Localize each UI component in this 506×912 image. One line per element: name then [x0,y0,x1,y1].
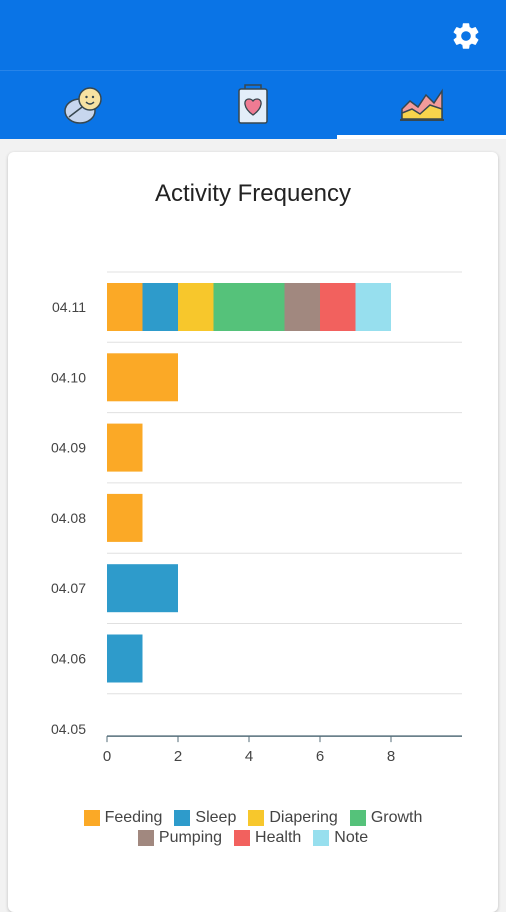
activity-frequency-chart: 04.11 04.10 04.09 04.08 04.07 04.06 04.05 0 2 4 6 8 [51,271,462,765]
x-tick-label: 6 [316,748,324,765]
legend-label: Health [255,829,302,846]
legend-item-growth: Growth [349,809,423,827]
bar-feeding-04.09 [107,423,143,472]
bar-diapering-04.11 [178,283,214,331]
legend-item-health: Health [234,829,301,847]
heart-card-icon [238,84,268,124]
bar-health-04.11 [320,283,356,331]
legend-item-sleep: Sleep [174,809,236,827]
bar-sleep-04.07 [107,564,178,613]
chart-title: Activity Frequency [154,180,352,207]
tab-baby[interactable] [0,71,169,139]
bar-note-04.11 [355,283,391,331]
tab-health[interactable] [169,71,338,139]
legend-swatch [349,810,366,826]
legend-item-pumping: Pumping [137,829,223,847]
legend-label: Diapering [269,809,338,826]
legend-swatch [174,810,191,826]
app-header [0,0,506,70]
bar-sleep-04.06 [107,634,143,683]
category-label: 04.07 [51,580,86,596]
legend-swatch [313,830,330,846]
tab-indicator [337,135,506,139]
category-label: 04.06 [51,651,86,667]
legend-item-diapering: Diapering [248,809,338,827]
bar-feeding-04.11 [107,283,143,331]
legend-swatch [83,810,100,826]
x-tick-label: 2 [174,748,182,765]
chart-card [8,152,498,912]
legend-label: Pumping [158,829,223,846]
bar-feeding-04.10 [107,353,178,402]
bar-pumping-04.11 [284,283,320,331]
legend-item-note: Note [313,829,368,847]
bar-feeding-04.08 [107,493,143,542]
legend-swatch [137,830,154,846]
baby-icon [64,87,103,124]
legend-label: Sleep [195,809,237,826]
legend-swatch [248,810,265,826]
legend-label: Feeding [104,809,163,826]
legend-label: Growth [370,809,423,826]
bar-sleep-04.11 [142,283,178,331]
legend-swatch [234,830,251,846]
area-chart-icon [399,88,444,121]
gear-icon[interactable] [450,20,482,52]
tab-bar [0,70,506,139]
x-tick-label: 4 [245,748,253,765]
category-label: 04.08 [51,510,86,526]
x-tick-label: 8 [387,748,395,765]
category-label: 04.11 [52,299,86,315]
legend-item-feeding: Feeding [83,809,163,827]
x-tick-label: 0 [103,748,111,765]
chart-legend: Feeding Sleep Diapering Growth Pumping Health… [40,809,466,847]
legend-label: Note [334,829,369,846]
category-label: 04.05 [51,721,86,737]
category-label: 04.09 [51,440,86,456]
bar-growth-04.11 [213,283,285,331]
category-label: 04.10 [51,369,86,385]
tab-statistics[interactable] [337,71,506,139]
